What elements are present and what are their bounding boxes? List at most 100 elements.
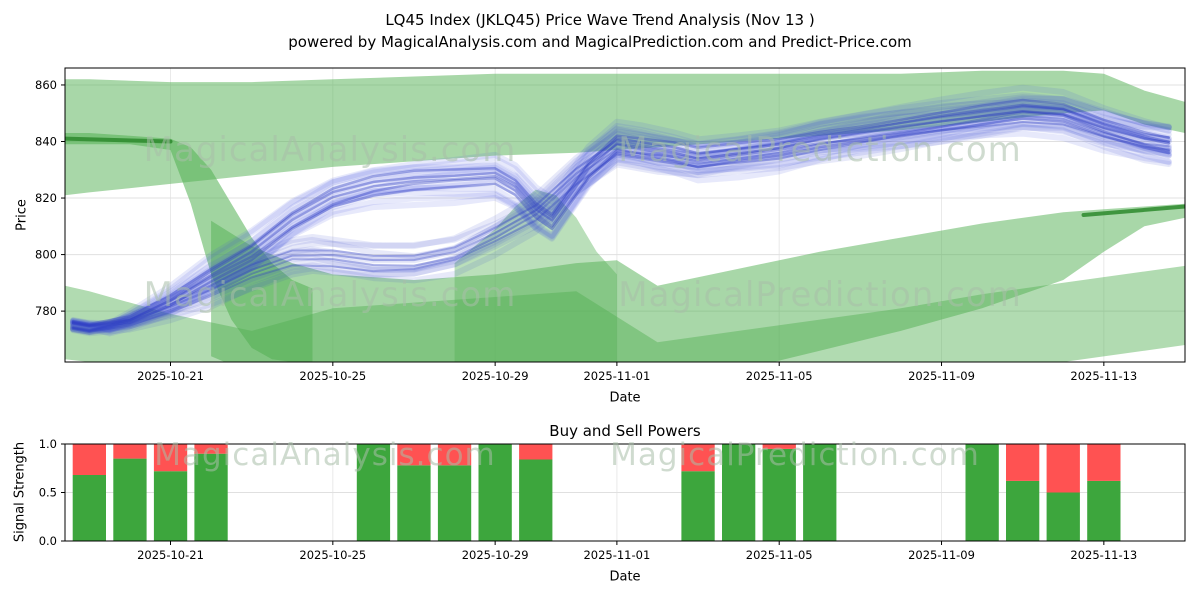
price-axis-label: Price: [14, 199, 30, 231]
wave-line: [70, 101, 1172, 330]
wave-line: [72, 121, 1170, 333]
trend-accent-line: [1081, 204, 1185, 217]
sell-power-bar: [681, 444, 715, 472]
sell-power-bar: [1046, 444, 1080, 493]
wave-line: [70, 120, 1172, 336]
buy-power-bar: [397, 465, 431, 541]
signal-chart: 0.0 0.5 1.0 2025-10-21 2025-10-25 2025-10-29 2…: [39, 437, 1186, 562]
wave-line: [70, 94, 1172, 332]
buy-power-bar: [113, 458, 147, 541]
sell-power-bar: [1087, 444, 1121, 481]
sell-power-bar: [72, 444, 106, 475]
buy-power-bar: [72, 475, 106, 541]
wave-line: [70, 124, 1172, 336]
wave-line: [70, 117, 1172, 335]
sell-power-bar: [194, 444, 228, 454]
y-tick-label: 0.0: [39, 534, 57, 548]
buy-power-bar: [1087, 480, 1121, 541]
wave-line: [72, 115, 1170, 333]
buy-power-bar: [478, 444, 512, 541]
price-chart: 780 800 820 840 860 2025-10-21 2025-10-25 2025-…: [35, 67, 1186, 383]
wave-line: [70, 84, 1172, 327]
sell-power-bar: [113, 444, 147, 459]
sell-power-bar: [519, 444, 553, 460]
wave-line: [70, 130, 1172, 337]
buy-power-bar: [722, 444, 756, 541]
sell-power-bar: [1006, 444, 1040, 481]
hump-band: [454, 189, 617, 362]
y-tick-label: 1.0: [39, 437, 57, 451]
wave-line: [71, 109, 1171, 327]
wave-lines: [70, 84, 1172, 337]
buy-power-bar: [437, 465, 472, 541]
x-tick-label: 2025-10-21: [137, 548, 204, 562]
buy-power-bar: [803, 444, 837, 541]
x-tick-label: 2025-10-29: [462, 369, 529, 383]
signal-bars: [72, 444, 1121, 541]
wave-line: [70, 123, 1172, 334]
wave-line: [70, 113, 1172, 334]
wave-line: [70, 114, 1172, 333]
tick-labels: 780 800 820 840 860 2025-10-21 2025-10-25 2025-…: [35, 78, 1137, 383]
buy-power-bar: [681, 471, 715, 541]
trend-accent-line: [65, 136, 173, 144]
sell-power-bar: [437, 444, 472, 466]
y-tick-label: 840: [35, 135, 57, 149]
y-tick-label: 0.5: [39, 486, 57, 500]
sell-power-bar: [153, 444, 188, 472]
x-tick-label: 2025-10-21: [137, 369, 204, 383]
x-tick-label: 2025-11-09: [908, 548, 975, 562]
y-tick-label: 860: [35, 78, 57, 92]
wave-line: [71, 117, 1171, 328]
buy-power-bar: [1006, 480, 1040, 541]
buy-power-bar: [762, 448, 796, 541]
buy-power-bar: [356, 444, 391, 541]
x-tick-label: 2025-11-13: [1070, 369, 1137, 383]
wave-line: [72, 105, 1170, 332]
wave-line: [70, 95, 1172, 328]
x-tick-label: 2025-10-25: [299, 369, 366, 383]
x-tick-label: 2025-11-13: [1070, 548, 1137, 562]
wave-line: [70, 103, 1172, 331]
axes-box: [64, 67, 1186, 363]
x-tick-label: 2025-11-05: [746, 369, 813, 383]
wave-line: [70, 123, 1172, 337]
y-tick-label: 820: [35, 191, 57, 205]
sell-power-bar: [397, 444, 431, 466]
chart-title: LQ45 Index (JKLQ45) Price Wave Trend Ana…: [385, 11, 815, 29]
lower-band: [65, 265, 1185, 362]
buy-power-bar: [1046, 492, 1080, 541]
wave-line: [70, 111, 1172, 333]
y-tick-label: 800: [35, 248, 57, 262]
y-tick-label: 780: [35, 304, 57, 318]
buy-power-bar: [153, 471, 188, 541]
date-axis-label-bottom: Date: [609, 569, 641, 585]
wave-line: [72, 110, 1170, 332]
x-tick-label: 2025-10-29: [462, 548, 529, 562]
wave-line: [70, 121, 1172, 336]
signal-chart-title: Buy and Sell Powers: [549, 422, 701, 440]
date-axis-label-top: Date: [609, 390, 641, 406]
tick-labels: 0.0 0.5 1.0 2025-10-21 2025-10-25 2025-10-29 2…: [39, 437, 1138, 562]
chart-subtitle: powered by MagicalAnalysis.com and Magic…: [288, 33, 912, 51]
x-tick-label: 2025-11-09: [908, 369, 975, 383]
wave-line: [70, 106, 1172, 334]
x-tick-label: 2025-11-05: [746, 548, 813, 562]
x-tick-label: 2025-10-25: [299, 548, 366, 562]
diagonal-band: [211, 203, 1185, 362]
x-tick-label: 2025-11-01: [583, 369, 650, 383]
wave-line: [71, 111, 1171, 328]
wave-line: [71, 98, 1171, 326]
wave-line: [70, 99, 1172, 332]
wave-line: [70, 105, 1172, 335]
upper-trend-band: [65, 70, 1185, 196]
wave-line: [70, 105, 1172, 331]
wave-line: [71, 103, 1171, 327]
signal-axis-label: Signal Strength: [12, 441, 28, 543]
buy-power-bar: [194, 453, 228, 541]
x-tick-label: 2025-11-01: [583, 548, 650, 562]
buy-power-bar: [519, 459, 553, 541]
wave-line: [70, 111, 1172, 335]
